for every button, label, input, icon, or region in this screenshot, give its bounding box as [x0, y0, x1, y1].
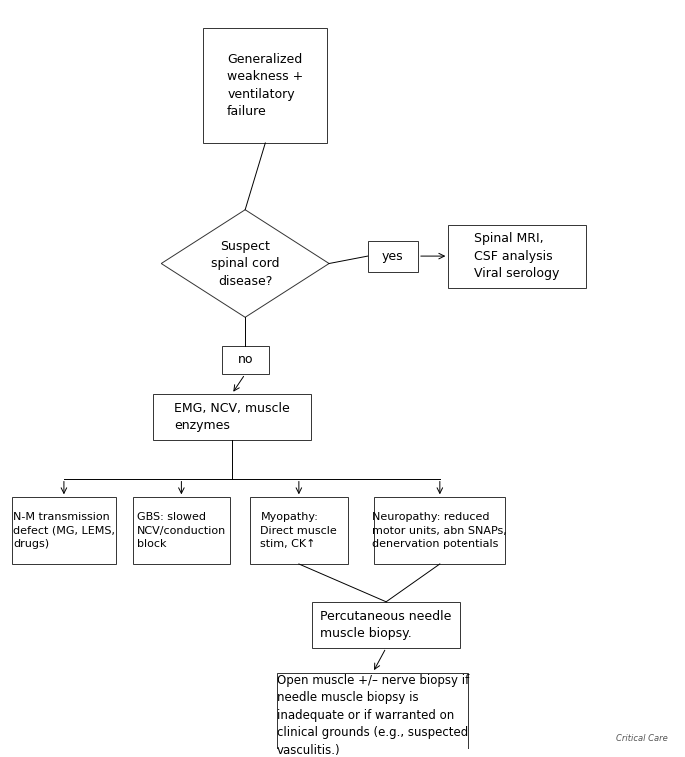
FancyBboxPatch shape [250, 497, 347, 564]
FancyBboxPatch shape [375, 497, 506, 564]
Text: Spinal MRI,
CSF analysis
Viral serology: Spinal MRI, CSF analysis Viral serology [474, 232, 560, 280]
FancyBboxPatch shape [312, 602, 460, 648]
Text: GBS: slowed
NCV/conduction
block: GBS: slowed NCV/conduction block [137, 512, 226, 549]
Text: Open muscle +/– nerve biopsy if
needle muscle biopsy is
inadequate or if warrant: Open muscle +/– nerve biopsy if needle m… [277, 674, 469, 757]
Text: EMG, NCV, muscle
enzymes: EMG, NCV, muscle enzymes [174, 402, 290, 432]
Text: Neuropathy: reduced
motor units, abn SNAPs,
denervation potentials: Neuropathy: reduced motor units, abn SNA… [373, 512, 507, 549]
Text: Suspect
spinal cord
disease?: Suspect spinal cord disease? [211, 239, 279, 288]
Text: N-M transmission
defect (MG, LEMS,
drugs): N-M transmission defect (MG, LEMS, drugs… [13, 512, 115, 549]
FancyBboxPatch shape [277, 673, 469, 757]
Text: Generalized
weakness +
ventilatory
failure: Generalized weakness + ventilatory failu… [227, 53, 303, 118]
Text: no: no [238, 354, 253, 366]
FancyBboxPatch shape [203, 28, 327, 143]
FancyBboxPatch shape [153, 394, 310, 440]
Text: yes: yes [382, 250, 403, 263]
FancyBboxPatch shape [368, 241, 418, 272]
FancyBboxPatch shape [133, 497, 230, 564]
Polygon shape [161, 210, 329, 317]
FancyBboxPatch shape [12, 497, 116, 564]
Text: Myopathy:
Direct muscle
stim, CK↑: Myopathy: Direct muscle stim, CK↑ [260, 512, 337, 549]
Text: Percutaneous needle
muscle biopsy.: Percutaneous needle muscle biopsy. [321, 609, 452, 640]
Text: Critical Care: Critical Care [616, 734, 668, 743]
FancyBboxPatch shape [222, 346, 269, 374]
FancyBboxPatch shape [448, 225, 586, 288]
